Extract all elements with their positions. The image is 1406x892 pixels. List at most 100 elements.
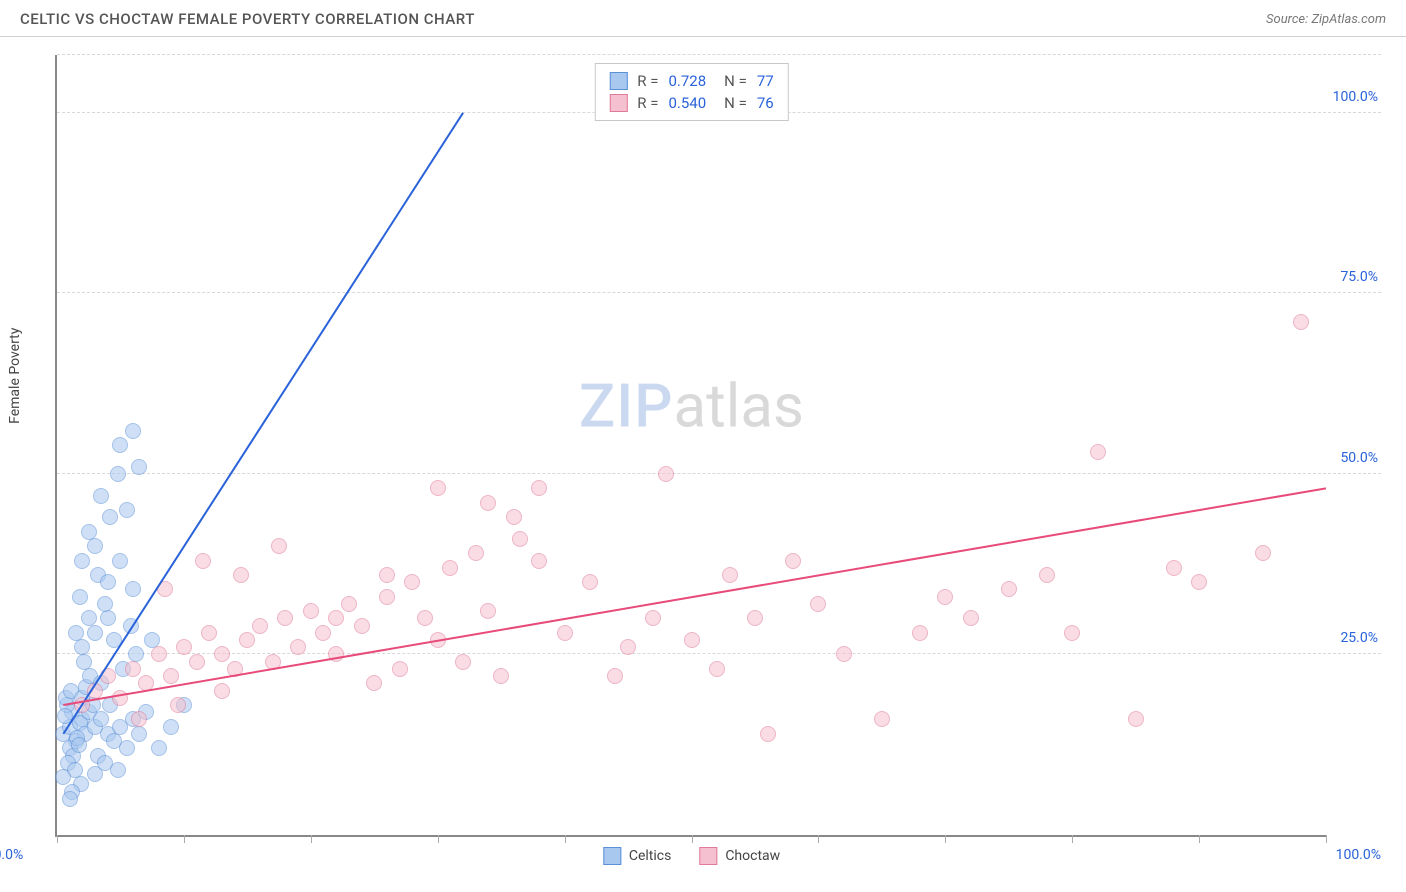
- data-point: [119, 502, 135, 518]
- data-point: [722, 567, 738, 583]
- x-tick: [1326, 835, 1327, 843]
- data-point: [417, 610, 433, 626]
- data-point: [195, 553, 211, 569]
- x-tick-label: 0.0%: [0, 847, 23, 863]
- y-tick-label: 50.0%: [1340, 450, 1378, 466]
- data-point: [81, 610, 97, 626]
- data-point: [531, 553, 547, 569]
- data-point: [97, 596, 113, 612]
- data-point: [582, 574, 598, 590]
- series-legend: Celtics Choctaw: [603, 847, 780, 865]
- data-point: [128, 646, 144, 662]
- gridline-h: [57, 54, 1381, 55]
- data-point: [233, 567, 249, 583]
- data-point: [1128, 711, 1144, 727]
- legend-label: Celtics: [629, 848, 671, 864]
- data-point: [62, 791, 78, 807]
- data-point: [760, 726, 776, 742]
- data-point: [341, 596, 357, 612]
- correlation-legend: R =0.728N =77R =0.540N =76: [594, 63, 788, 121]
- data-point: [455, 654, 471, 670]
- data-point: [71, 737, 87, 753]
- data-point: [151, 646, 167, 662]
- data-point: [836, 646, 852, 662]
- data-point: [72, 589, 88, 605]
- n-label: N =: [724, 94, 747, 112]
- data-point: [963, 610, 979, 626]
- gridline-h: [57, 653, 1381, 654]
- data-point: [131, 726, 147, 742]
- x-tick: [565, 835, 566, 843]
- data-point: [189, 654, 205, 670]
- data-point: [102, 509, 118, 525]
- data-point: [430, 480, 446, 496]
- data-point: [468, 545, 484, 561]
- data-point: [76, 654, 92, 670]
- data-point: [379, 589, 395, 605]
- data-point: [607, 668, 623, 684]
- data-point: [100, 668, 116, 684]
- data-point: [645, 610, 661, 626]
- data-point: [123, 618, 139, 634]
- data-point: [684, 632, 700, 648]
- x-tick: [184, 835, 185, 843]
- x-tick: [438, 835, 439, 843]
- data-point: [493, 668, 509, 684]
- data-point: [125, 581, 141, 597]
- data-point: [87, 683, 103, 699]
- data-point: [57, 708, 73, 724]
- x-tick: [945, 835, 946, 843]
- gridline-h: [57, 292, 1381, 293]
- data-point: [1090, 444, 1106, 460]
- legend-row: R =0.728N =77: [609, 70, 773, 92]
- data-point: [1039, 567, 1055, 583]
- data-point: [93, 488, 109, 504]
- data-point: [328, 610, 344, 626]
- r-label: R =: [637, 94, 658, 112]
- data-point: [785, 553, 801, 569]
- data-point: [277, 610, 293, 626]
- x-tick: [692, 835, 693, 843]
- data-point: [265, 654, 281, 670]
- chart-container: Female Poverty ZIPatlas R =0.728N =77R =…: [20, 45, 1386, 882]
- x-tick: [57, 835, 58, 843]
- data-point: [810, 596, 826, 612]
- data-point: [87, 538, 103, 554]
- data-point: [379, 567, 395, 583]
- x-tick: [1199, 835, 1200, 843]
- n-label: N =: [724, 72, 747, 90]
- data-point: [176, 639, 192, 655]
- data-point: [110, 466, 126, 482]
- data-point: [404, 574, 420, 590]
- data-point: [125, 423, 141, 439]
- plot-area: ZIPatlas R =0.728N =77R =0.540N =76 Celt…: [55, 55, 1326, 837]
- data-point: [81, 524, 97, 540]
- data-point: [131, 711, 147, 727]
- data-point: [354, 618, 370, 634]
- gridline-h: [57, 473, 1381, 474]
- data-point: [227, 661, 243, 677]
- trend-line: [63, 488, 1326, 705]
- data-point: [506, 509, 522, 525]
- r-value: 0.540: [668, 94, 706, 112]
- r-value: 0.728: [668, 72, 706, 90]
- data-point: [874, 711, 890, 727]
- data-point: [480, 603, 496, 619]
- data-point: [430, 632, 446, 648]
- y-tick-label: 100.0%: [1333, 89, 1378, 105]
- data-point: [512, 531, 528, 547]
- data-point: [709, 661, 725, 677]
- legend-swatch: [609, 72, 627, 90]
- legend-item: Choctaw: [699, 847, 780, 865]
- data-point: [937, 589, 953, 605]
- data-point: [620, 639, 636, 655]
- n-value: 76: [757, 94, 774, 112]
- data-point: [112, 553, 128, 569]
- x-tick: [818, 835, 819, 843]
- data-point: [100, 610, 116, 626]
- data-point: [87, 766, 103, 782]
- trend-line: [63, 113, 463, 734]
- data-point: [392, 661, 408, 677]
- legend-swatch: [603, 847, 621, 865]
- data-point: [125, 661, 141, 677]
